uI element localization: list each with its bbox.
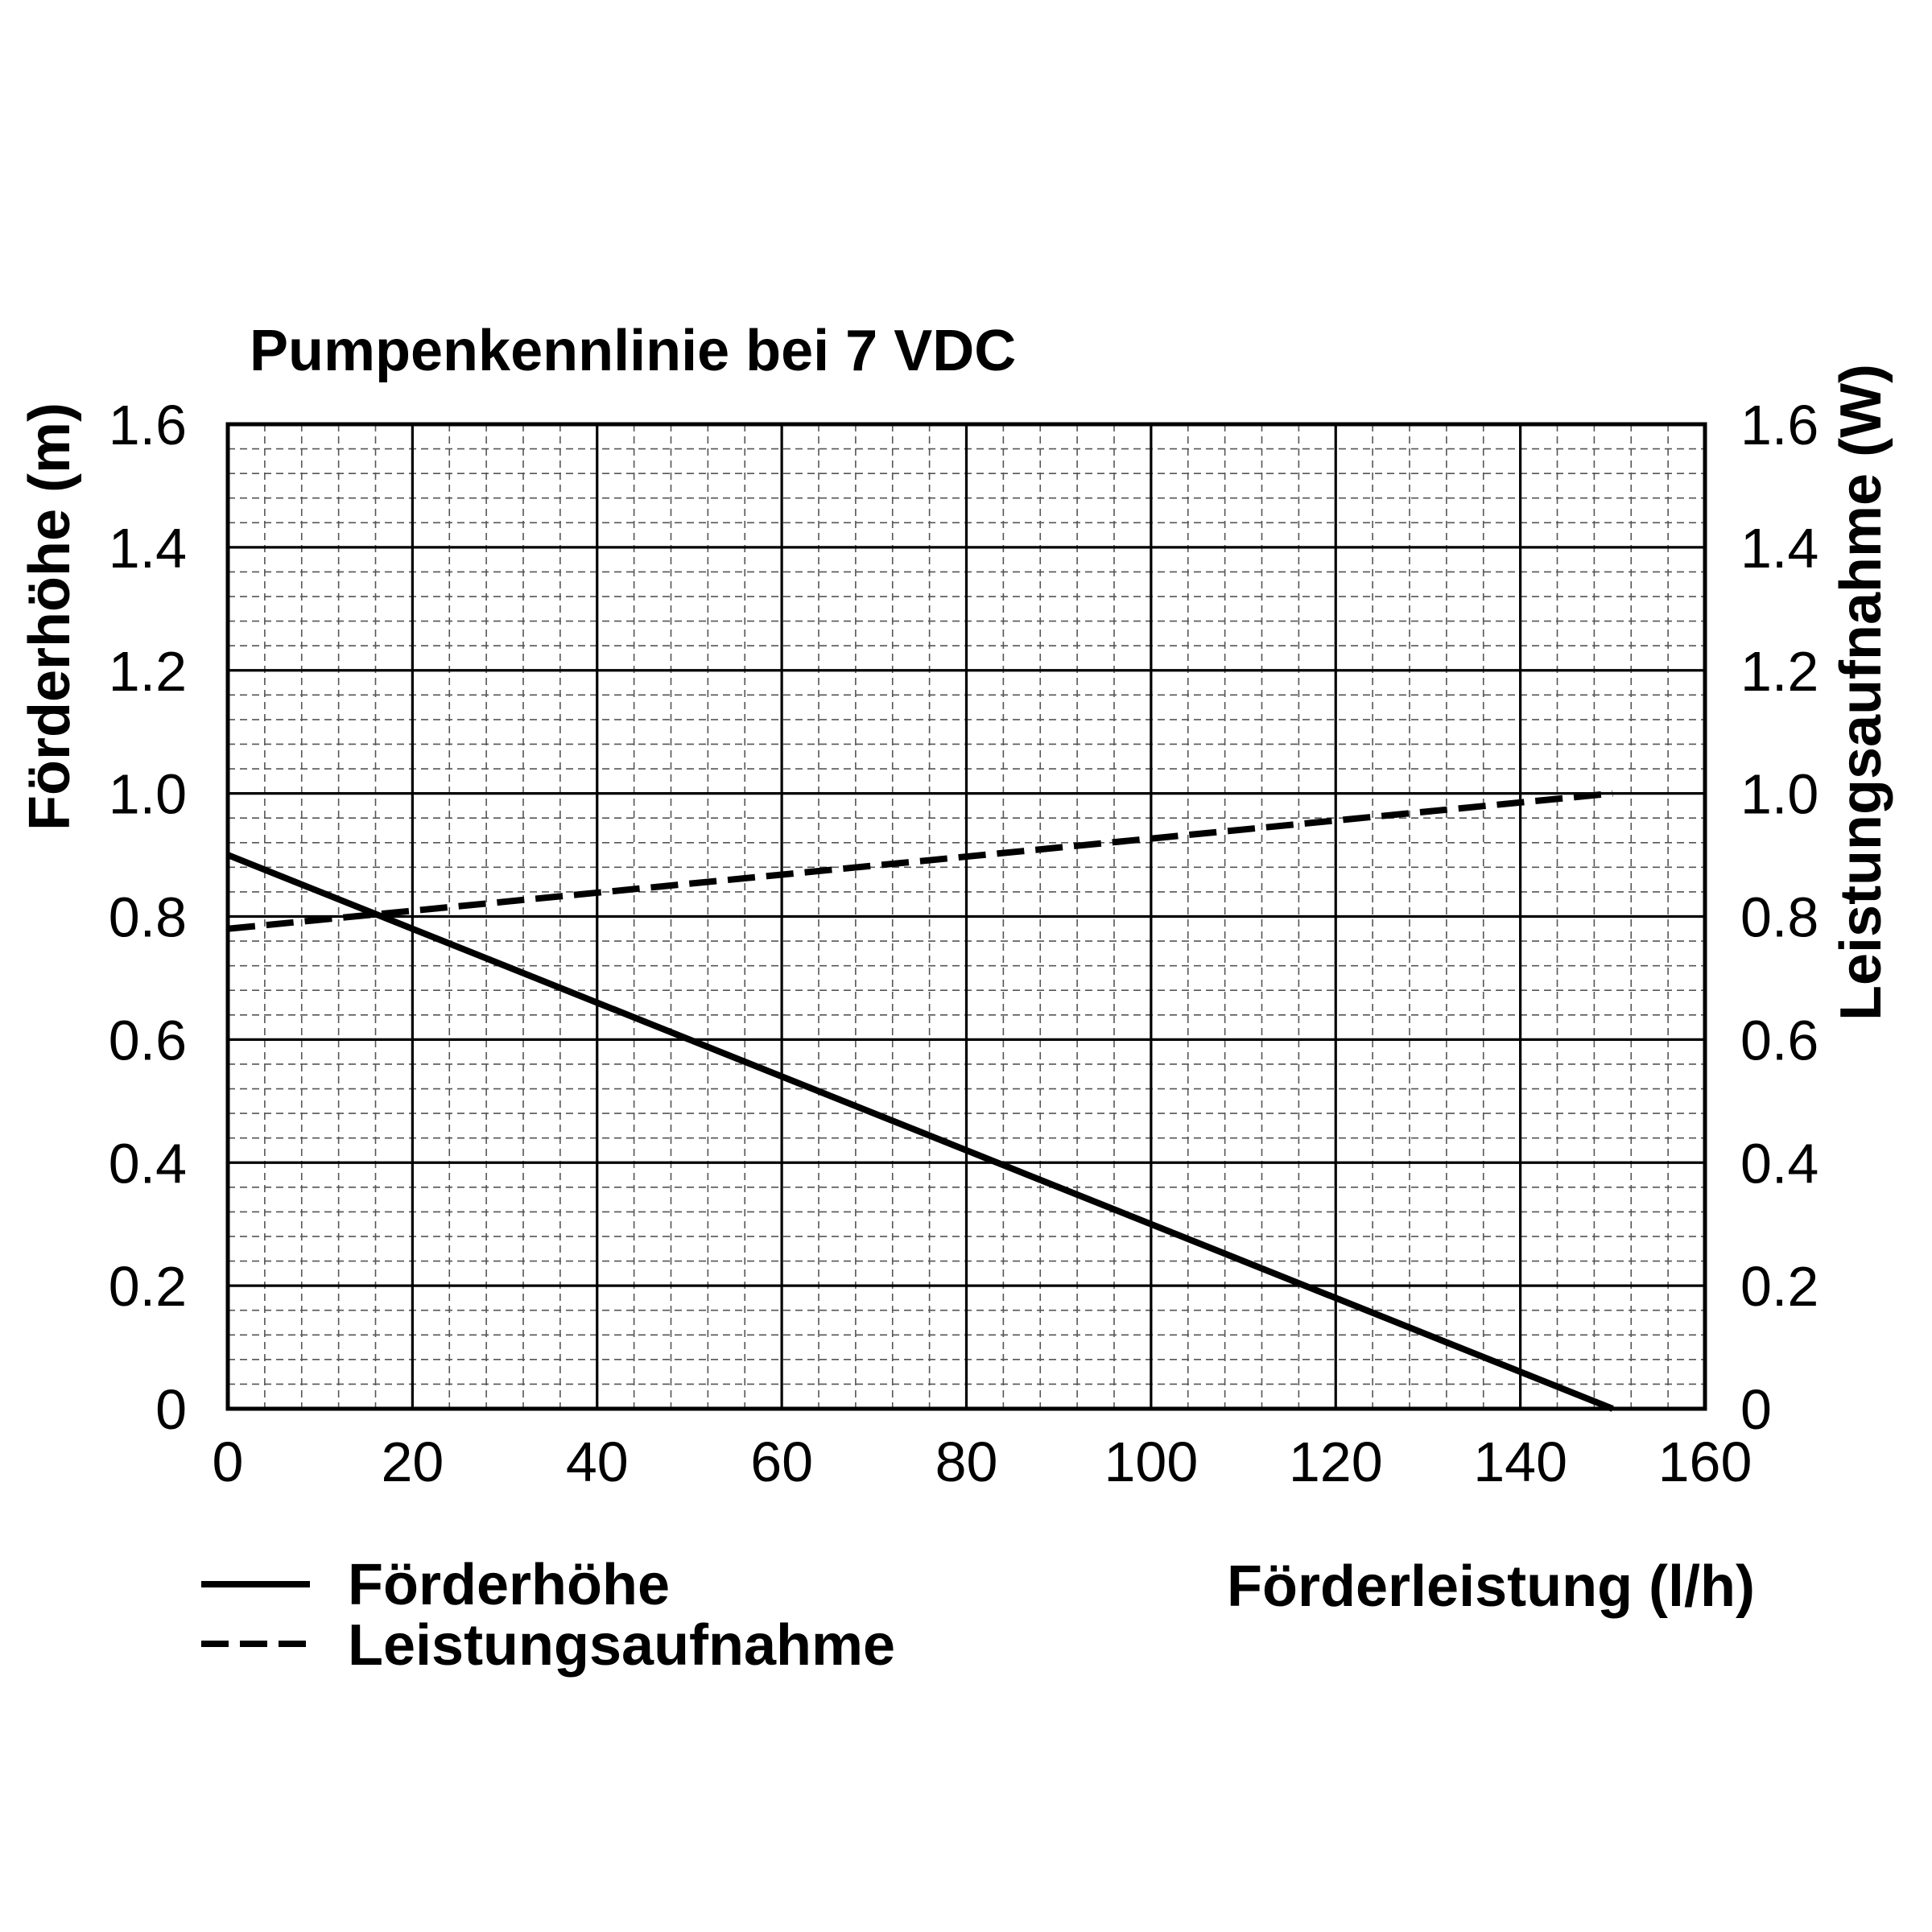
chart-title: Pumpenkennlinie bei 7 VDC <box>250 319 1016 383</box>
plot-frame <box>225 422 1707 1411</box>
y-tick-label-right: 0.8 <box>1740 886 1818 949</box>
y-tick-label-left: 1.2 <box>109 640 187 703</box>
x-tick-label: 140 <box>1473 1430 1567 1493</box>
x-tick-label: 160 <box>1658 1430 1752 1493</box>
major-grid <box>228 424 1705 1409</box>
y-tick-label-right: 1.2 <box>1740 640 1818 703</box>
x-tick-label: 100 <box>1104 1430 1198 1493</box>
y-tick-labels-left: 0 0.2 0.4 0.6 0.8 1.0 1.2 1.4 1.6 <box>109 394 187 1441</box>
x-tick-label: 20 <box>381 1430 444 1493</box>
x-tick-label: 120 <box>1289 1430 1383 1493</box>
x-axis-label: Förderleistung (l/h) <box>1227 1554 1755 1619</box>
y-tick-label-left: 1.4 <box>109 517 187 580</box>
legend-label-leistungsaufnahme: Leistungsaufnahme <box>348 1613 895 1678</box>
y-tick-label-right: 1.0 <box>1740 763 1818 826</box>
y-tick-label-right: 0.2 <box>1740 1255 1818 1318</box>
legend: Förderhöhe Leistungsaufnahme <box>201 1553 895 1678</box>
x-tick-label: 80 <box>935 1430 998 1493</box>
series-line-foerderhoehe <box>226 852 1614 1412</box>
x-tick-label: 40 <box>566 1430 629 1493</box>
y-axis-label-left: Förderhöhe (m) <box>18 402 82 831</box>
y-tick-label-left: 1.6 <box>109 394 187 456</box>
legend-label-foerderhoehe: Förderhöhe <box>348 1553 670 1617</box>
y-tick-label-right: 1.4 <box>1740 517 1818 580</box>
y-tick-label-right: 0.6 <box>1740 1009 1818 1071</box>
y-tick-label-right: 1.6 <box>1740 394 1818 456</box>
x-tick-label: 60 <box>750 1430 813 1493</box>
y-tick-labels-right: 0 0.2 0.4 0.6 0.8 1.0 1.2 1.4 1.6 <box>1740 394 1818 1441</box>
series-line-leistungsaufnahme <box>227 790 1613 932</box>
y-tick-label-left: 0.2 <box>109 1255 187 1318</box>
y-tick-label-left: 1.0 <box>109 763 187 826</box>
y-tick-label-left: 0 <box>155 1378 187 1441</box>
y-tick-label-left: 0.8 <box>109 886 187 949</box>
series-layer <box>226 790 1614 1412</box>
x-tick-labels: 0 20 40 60 80 100 120 140 160 <box>213 1430 1752 1493</box>
y-tick-label-right: 0.4 <box>1740 1132 1818 1195</box>
y-tick-label-left: 0.4 <box>109 1132 187 1195</box>
y-tick-label-left: 0.6 <box>109 1009 187 1071</box>
y-tick-label-right: 0 <box>1740 1378 1772 1441</box>
x-tick-label: 0 <box>213 1430 244 1493</box>
y-axis-label-right: Leistungsaufnahme (W) <box>1829 364 1893 1021</box>
